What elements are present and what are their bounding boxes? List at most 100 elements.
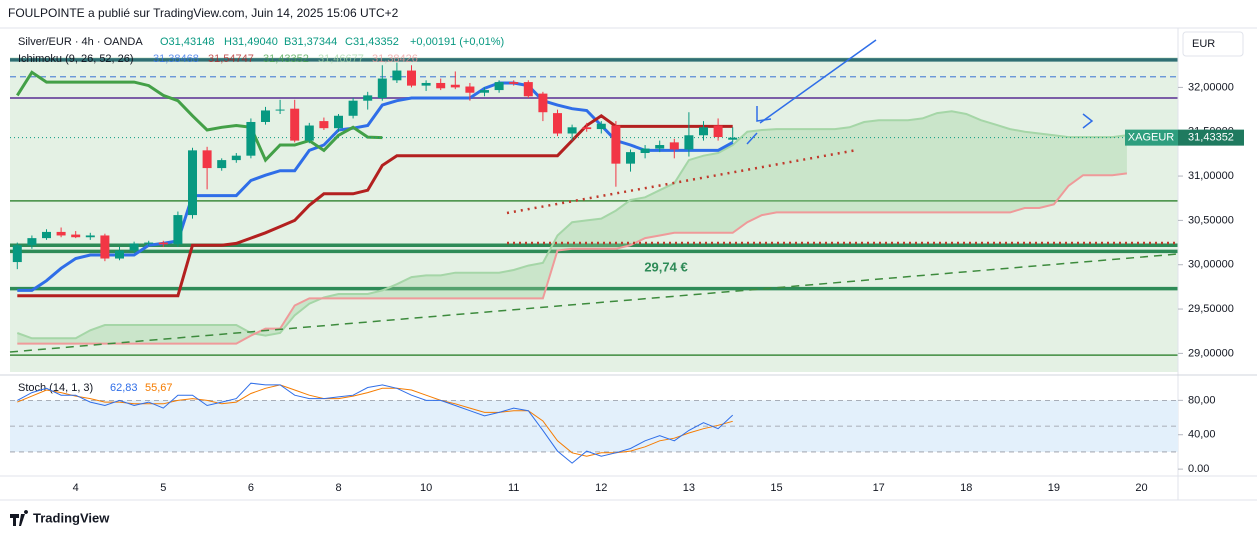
candle-body <box>728 137 738 140</box>
candle-body <box>684 135 694 150</box>
x-tick-label: 4 <box>73 482 79 494</box>
candle-body <box>699 127 708 136</box>
candle-body <box>246 121 256 156</box>
arrow-icon <box>1082 113 1094 129</box>
candle-body <box>85 235 95 238</box>
candle-body <box>27 238 37 246</box>
candle-body <box>626 152 635 164</box>
ichimoku-legend-value: 31,54747 <box>208 53 254 65</box>
symbol-badge <box>1125 129 1178 146</box>
candle-body <box>363 95 373 101</box>
candle-body <box>538 93 548 113</box>
candle-body <box>42 231 51 239</box>
logo <box>10 510 29 526</box>
candle-body <box>275 109 285 111</box>
stoch-legend-value: 62,83 <box>110 382 138 394</box>
stoch-line <box>17 384 733 457</box>
candle-body <box>304 125 314 141</box>
candle-body <box>407 70 416 86</box>
candle-body <box>450 84 460 88</box>
candle-body <box>713 125 723 138</box>
price-badge <box>1178 129 1244 146</box>
candle-body <box>509 82 519 84</box>
candle-body <box>582 127 592 130</box>
stoch-line <box>17 382 734 464</box>
x-tick-label: 15 <box>770 482 782 494</box>
ichimoku-span <box>17 172 1128 345</box>
y-tick-label: 31,00000 <box>1188 170 1234 182</box>
candle-body <box>436 82 446 89</box>
symbol-label: XAGEUR <box>1128 132 1175 144</box>
zone-shade <box>10 57 1178 372</box>
candle-body <box>553 113 562 134</box>
y-tick-label: 40,00 <box>1188 429 1216 441</box>
candle-body <box>115 250 124 259</box>
background-layer <box>10 57 1178 372</box>
ohlc-high: H31,49040 <box>224 36 278 48</box>
x-tick-label: 5 <box>160 482 166 494</box>
candle-body <box>392 70 402 81</box>
ohlc-open: O31,43148 <box>160 36 214 48</box>
candle-body <box>480 90 489 93</box>
x-tick-label: 11 <box>508 482 519 494</box>
candle-body <box>334 115 343 129</box>
candle-body <box>669 142 679 150</box>
candle-body <box>567 127 577 134</box>
y-tick-label: 0.00 <box>1188 463 1209 475</box>
x-tick-label: 6 <box>248 482 254 494</box>
ichimoku-legend-value: 31,38426 <box>372 53 418 65</box>
candle-body <box>231 155 241 161</box>
currency-box <box>1182 31 1244 57</box>
arrow-head <box>756 106 772 122</box>
candle-body <box>377 78 387 99</box>
x-tick-label: 13 <box>683 482 695 494</box>
stoch-legend-value: 55,67 <box>145 382 173 394</box>
candle-body <box>611 125 621 164</box>
footer: TradingView <box>33 510 110 525</box>
x-tick-label: 20 <box>1135 482 1147 494</box>
ohlc-low: B31,37344 <box>284 36 337 48</box>
mid-layer <box>9 39 1179 353</box>
front-layer <box>12 62 738 270</box>
x-tick-label: 19 <box>1048 482 1060 494</box>
annotation: 29,74 € <box>644 259 687 274</box>
ichimoku-legend-value: 31,43352 <box>263 53 309 65</box>
candle-body <box>129 243 139 251</box>
x-tick-label: 18 <box>960 482 972 494</box>
y-tick-label: 30,00000 <box>1188 259 1234 271</box>
candle-body <box>202 150 212 169</box>
y-tick-label: 30,50000 <box>1188 214 1234 226</box>
ichimoku-legend-value: 31,38468 <box>153 53 199 65</box>
candle-body <box>494 82 504 91</box>
x-tick-label: 12 <box>595 482 607 494</box>
candle-body <box>173 215 183 245</box>
candle-body <box>290 108 300 141</box>
candle-body <box>144 242 154 244</box>
ichimoku-line <box>17 113 733 298</box>
currency: EUR <box>1192 38 1215 50</box>
ichimoku-line <box>16 70 383 163</box>
x-tick-label: 10 <box>420 482 432 494</box>
candle-body <box>319 121 329 129</box>
price-label: 31,43352 <box>1188 132 1234 144</box>
y-tick-label: 29,50000 <box>1188 303 1234 315</box>
y-tick-label: 29,00000 <box>1188 347 1234 359</box>
arrow-line <box>746 132 758 145</box>
candle-body <box>261 110 270 122</box>
symbol-title: Silver/EUR · 4h · OANDA <box>18 36 143 48</box>
y-tick-label: 32,00000 <box>1188 81 1234 93</box>
candle-body <box>640 148 650 154</box>
y-tick-label: 80,00 <box>1188 394 1216 406</box>
candle-body <box>71 234 81 238</box>
header: FOULPOINTE a publié sur TradingView.com,… <box>8 6 399 20</box>
candle-body <box>158 242 168 245</box>
candle-body <box>596 123 606 130</box>
candle-body <box>100 235 110 259</box>
candle-body <box>56 231 66 236</box>
candle-body <box>421 82 431 86</box>
ohlc-close: C31,43352 <box>345 36 399 48</box>
change: +0,00191 (+0,01%) <box>410 36 504 48</box>
candle-body <box>523 82 533 97</box>
candle-body <box>348 100 358 116</box>
